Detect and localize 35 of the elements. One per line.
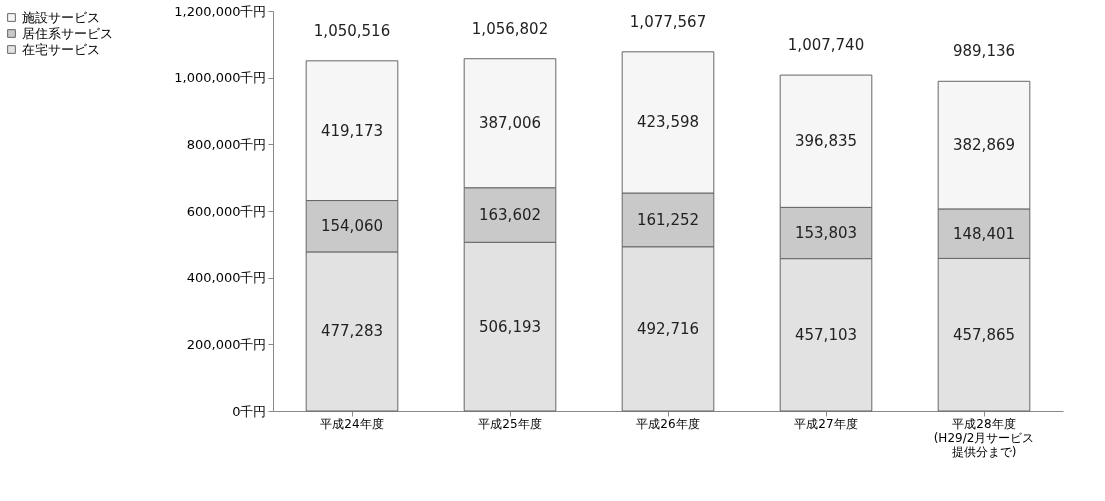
y-tick-label: 1,200,000千円 [174, 3, 267, 19]
data-label: 423,598 [636, 113, 700, 132]
data-label: 419,173 [320, 121, 384, 140]
y-tick-label: 200,000千円 [186, 336, 267, 352]
total-label: 1,077,567 [629, 12, 707, 31]
data-label: 492,716 [636, 319, 700, 338]
data-label: 153,803 [794, 224, 858, 242]
y-tick-label: 400,000千円 [186, 270, 267, 286]
x-tick-label: 平成25年度 [478, 416, 542, 431]
data-label: 163,602 [478, 206, 542, 224]
total-label: 989,136 [952, 42, 1016, 61]
legend-label: 施設サービス [22, 9, 100, 25]
legend-label: 居住系サービス [22, 25, 113, 41]
legend-label: 在宅サービス [22, 41, 100, 57]
data-label: 506,193 [478, 317, 542, 336]
total-label: 1,007,740 [787, 36, 865, 55]
total-label: 1,050,516 [313, 21, 391, 40]
y-tick-label: 800,000千円 [186, 136, 267, 152]
data-label: 457,103 [794, 325, 858, 344]
data-label: 387,006 [478, 114, 542, 133]
x-tick-label: 平成26年度 [636, 416, 700, 431]
data-label: 477,283 [320, 322, 384, 341]
x-tick-label: 平成27年度 [794, 416, 858, 431]
data-label: 148,401 [952, 224, 1016, 243]
data-label: 161,252 [636, 210, 700, 229]
y-tick-label: 1,000,000千円 [174, 70, 267, 86]
data-label: 154,060 [320, 217, 384, 236]
data-label: 457,865 [952, 325, 1016, 344]
total-label: 1,056,802 [471, 19, 549, 38]
data-label: 382,869 [952, 136, 1016, 155]
data-label: 396,835 [794, 132, 858, 151]
x-tick-label: 平成24年度 [320, 416, 384, 431]
y-tick-label: 600,000千円 [186, 203, 267, 219]
y-tick-label: 0千円 [232, 403, 267, 419]
x-tick-label: 平成28年度(H29/2月サービス提供分まで) [933, 416, 1035, 459]
